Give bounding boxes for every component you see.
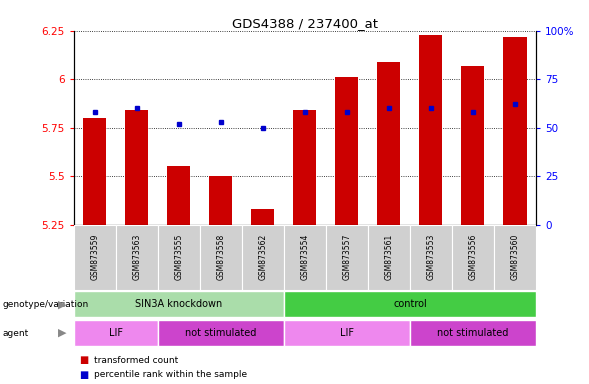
Bar <box>158 320 284 346</box>
Text: percentile rank within the sample: percentile rank within the sample <box>94 371 247 379</box>
Text: ■: ■ <box>80 355 89 365</box>
Text: LIF: LIF <box>108 328 123 338</box>
Bar <box>284 225 326 290</box>
Bar <box>241 225 284 290</box>
Bar <box>252 209 274 225</box>
Text: GSM873560: GSM873560 <box>511 234 519 280</box>
Bar <box>74 291 284 317</box>
Text: ▶: ▶ <box>58 328 66 338</box>
Bar <box>410 225 452 290</box>
Bar <box>452 225 494 290</box>
Text: GSM873562: GSM873562 <box>258 234 267 280</box>
Text: GSM873555: GSM873555 <box>174 234 183 280</box>
Title: GDS4388 / 237400_at: GDS4388 / 237400_at <box>232 17 378 30</box>
Bar <box>115 225 158 290</box>
Text: genotype/variation: genotype/variation <box>3 300 89 309</box>
Bar <box>461 66 485 225</box>
Bar <box>74 320 158 346</box>
Text: transformed count: transformed count <box>94 356 178 365</box>
Text: GSM873559: GSM873559 <box>90 234 99 280</box>
Text: agent: agent <box>3 329 29 338</box>
Bar <box>494 225 536 290</box>
Text: SIN3A knockdown: SIN3A knockdown <box>135 299 222 310</box>
Bar <box>368 225 410 290</box>
Bar <box>209 176 232 225</box>
Text: GSM873561: GSM873561 <box>385 234 393 280</box>
Bar <box>200 225 241 290</box>
Bar <box>284 320 410 346</box>
Text: not stimulated: not stimulated <box>185 328 256 338</box>
Text: GSM873558: GSM873558 <box>216 234 225 280</box>
Text: GSM873554: GSM873554 <box>300 234 309 280</box>
Bar <box>167 167 190 225</box>
Text: LIF: LIF <box>340 328 354 338</box>
Bar <box>83 118 106 225</box>
Text: GSM873557: GSM873557 <box>342 234 352 280</box>
Bar <box>158 225 200 290</box>
Bar <box>293 110 316 225</box>
Bar <box>335 77 358 225</box>
Bar <box>284 291 536 317</box>
Bar <box>125 110 148 225</box>
Text: GSM873556: GSM873556 <box>468 234 478 280</box>
Text: control: control <box>393 299 427 310</box>
Bar <box>378 62 401 225</box>
Text: GSM873553: GSM873553 <box>426 234 435 280</box>
Bar <box>326 225 368 290</box>
Text: ■: ■ <box>80 370 89 380</box>
Bar <box>410 320 536 346</box>
Bar <box>74 225 115 290</box>
Bar <box>419 35 442 225</box>
Text: ▶: ▶ <box>58 299 66 310</box>
Bar <box>504 36 527 225</box>
Text: GSM873563: GSM873563 <box>132 234 141 280</box>
Text: not stimulated: not stimulated <box>437 328 509 338</box>
